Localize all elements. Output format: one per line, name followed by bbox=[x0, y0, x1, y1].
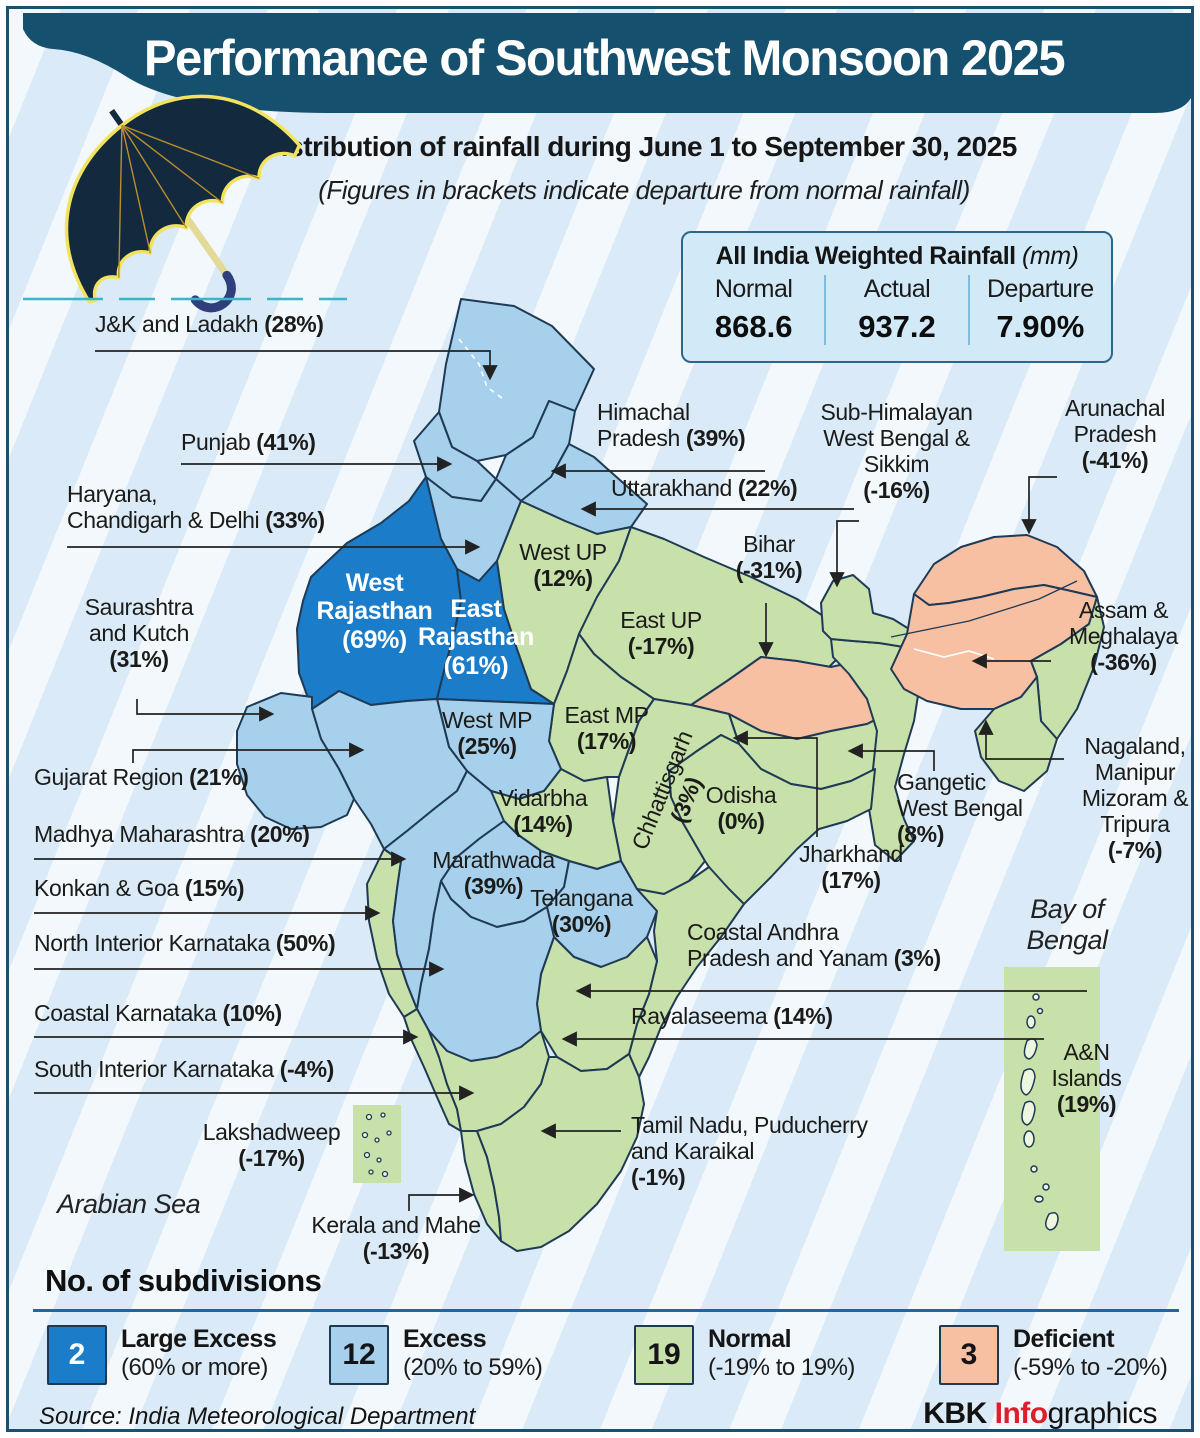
rainfall-columns: Normal 868.6 Actual 937.2 Departure 7.90… bbox=[683, 275, 1111, 345]
rainfall-box-unit: (mm) bbox=[1022, 242, 1079, 270]
legend-count: 2 bbox=[68, 1338, 86, 1371]
legend-label: Normal bbox=[708, 1325, 792, 1353]
region-tamilnadu bbox=[476, 1053, 645, 1252]
legend-label: Excess bbox=[403, 1325, 487, 1353]
source-note: Source: India Meteorological Department bbox=[39, 1403, 476, 1430]
region-jk bbox=[438, 298, 595, 462]
region-coastalap bbox=[628, 866, 745, 1078]
map-label-jk: J&K and Ladakh (28%) bbox=[95, 311, 324, 337]
legend-count: 19 bbox=[647, 1338, 681, 1371]
map-label-shwb: Sub-Himalayan West Bengal & Sikkim (-16%) bbox=[820, 399, 973, 503]
region-shwb bbox=[820, 574, 910, 648]
legend-range: (60% or more) bbox=[121, 1354, 268, 1381]
region-himachal bbox=[495, 400, 576, 502]
legend-count: 12 bbox=[342, 1338, 376, 1371]
legend-range: (20% to 59%) bbox=[403, 1354, 543, 1381]
region-jharkhand bbox=[728, 708, 898, 790]
credit-info: Info bbox=[994, 1397, 1048, 1430]
map-label-eastmp: East MP (17%) bbox=[564, 702, 649, 754]
map-label-tamilnadu: Tamil Nadu, Puducherry and Karaikal (-1%) bbox=[631, 1112, 868, 1190]
map-label-coastalap: Coastal Andhra Pradesh and Yanam (3%) bbox=[687, 919, 941, 971]
map-label-nmmt: Nagaland, Manipur Mizoram & Tripura (-7%) bbox=[1081, 733, 1189, 863]
subtitle-note: (Figures in brackets indicate departure … bbox=[318, 175, 970, 205]
map-label-punjab: Punjab (41%) bbox=[181, 429, 316, 455]
map-label-gujarat: Gujarat Region (21%) bbox=[34, 764, 249, 790]
map-label-saurashtra: Saurashtra and Kutch (31%) bbox=[84, 594, 194, 672]
map-label-lakshadweep: Lakshadweep (-17%) bbox=[202, 1119, 341, 1171]
legend-label: Large Excess bbox=[121, 1325, 277, 1353]
legend-item-normal: 19 Normal (-19% to 19%) bbox=[634, 1325, 855, 1385]
credit-kbk: KBK bbox=[923, 1397, 995, 1430]
col-label: Departure bbox=[986, 275, 1094, 303]
map-label-odisha: Odisha (0%) bbox=[705, 782, 777, 834]
map-label-kerala: Kerala and Mahe (-13%) bbox=[311, 1212, 481, 1264]
map-label-assam: Assam & Meghalaya (-36%) bbox=[1069, 597, 1178, 675]
map-label-telangana: Telangana (30%) bbox=[530, 885, 633, 937]
map-label-bihar: Bihar (-31%) bbox=[735, 531, 803, 583]
map-label-rayalaseema: Rayalaseema (14%) bbox=[631, 1003, 833, 1029]
map-label-anislands: A&N Islands (19%) bbox=[1051, 1039, 1122, 1117]
rainfall-box-title: All India Weighted Rainfall (mm) bbox=[683, 242, 1111, 271]
map-label-eastup: East UP (-17%) bbox=[620, 607, 702, 659]
map-label-jharkhand: Jharkhand (17%) bbox=[799, 841, 903, 893]
region-punjab bbox=[413, 411, 497, 502]
map-label-sik: South Interior Karnataka (-4%) bbox=[34, 1056, 334, 1082]
col-label: Actual bbox=[863, 275, 931, 303]
map-label-nik: North Interior Karnataka (50%) bbox=[34, 930, 336, 956]
region-saurashtra bbox=[236, 692, 355, 830]
map-label-eastraj: East Rajasthan (61%) bbox=[418, 595, 534, 680]
rainfall-col-actual: Actual 937.2 bbox=[824, 275, 967, 345]
map-label-arunachal: Arunachal Pradesh (-41%) bbox=[1065, 395, 1165, 473]
rainfall-col-departure: Departure 7.90% bbox=[967, 275, 1111, 345]
legend-range: (-19% to 19%) bbox=[708, 1354, 855, 1381]
map-label-vidarbha: Vidarbha (14%) bbox=[498, 785, 588, 837]
map-label-gangeticwb: Gangetic West Bengal (8%) bbox=[897, 769, 1023, 847]
map-label-konkan: Konkan & Goa (15%) bbox=[34, 875, 245, 901]
rainfall-col-normal: Normal 868.6 bbox=[683, 275, 824, 345]
col-value: 7.90% bbox=[996, 309, 1085, 344]
subtitle: Distribution of rainfall during June 1 t… bbox=[261, 131, 1017, 162]
legend-range: (-59% to -20%) bbox=[1013, 1354, 1168, 1381]
col-value: 868.6 bbox=[714, 309, 793, 344]
legend-swatch-excess: 12 bbox=[329, 1325, 389, 1385]
arabian-sea-label: Arabian Sea bbox=[57, 1189, 201, 1219]
legend-count: 3 bbox=[960, 1338, 978, 1371]
legend-item-large-excess: 2 Large Excess (60% or more) bbox=[47, 1325, 277, 1385]
map-label-uttarakhand: Uttarakhand (22%) bbox=[611, 475, 798, 501]
page-title: Performance of Southwest Monsoon 2025 bbox=[143, 30, 1066, 86]
legend-heading: No. of subdivisions bbox=[45, 1263, 322, 1298]
legend-item-deficient: 3 Deficient (-59% to -20%) bbox=[939, 1325, 1168, 1385]
map-label-coastalk: Coastal Karnataka (10%) bbox=[34, 1000, 282, 1026]
map-label-marathwada: Marathwada (39%) bbox=[432, 847, 555, 899]
lakshadweep-islands bbox=[361, 1112, 392, 1178]
map-label-westraj: West Rajasthan (69%) bbox=[316, 569, 433, 654]
rainfall-box-title-text: All India Weighted Rainfall bbox=[715, 242, 1016, 270]
legend-divider bbox=[33, 1309, 1179, 1312]
all-india-rainfall-box: All India Weighted Rainfall (mm) Normal … bbox=[681, 231, 1113, 363]
map-label-haryana: Haryana, Chandigarh & Delhi (33%) bbox=[67, 481, 325, 533]
content-frame: Performance of Southwest Monsoon 2025 Di… bbox=[6, 6, 1194, 1432]
map-label-westmp: West MP (25%) bbox=[441, 707, 533, 759]
legend-swatch-normal: 19 bbox=[634, 1325, 694, 1385]
lakshadweep-box bbox=[353, 1105, 401, 1183]
map-label-madhyamaha: Madhya Maharashtra (20%) bbox=[34, 821, 310, 847]
credit-graphics: graphics bbox=[1047, 1397, 1158, 1430]
legend-swatch-large-excess: 2 bbox=[47, 1325, 107, 1385]
col-label: Normal bbox=[714, 275, 793, 303]
bay-of-bengal-label: Bay of Bengal bbox=[1026, 894, 1108, 955]
col-value: 937.2 bbox=[858, 309, 936, 344]
legend-swatch-deficient: 3 bbox=[939, 1325, 999, 1385]
credit-logo: KBK Infographics bbox=[923, 1397, 1158, 1430]
umbrella-icon bbox=[23, 94, 347, 313]
legend-label: Deficient bbox=[1013, 1325, 1115, 1353]
map-label-westup: West UP (12%) bbox=[519, 539, 607, 591]
legend-item-excess: 12 Excess (20% to 59%) bbox=[329, 1325, 543, 1385]
map-label-himachal: Himachal Pradesh (39%) bbox=[597, 399, 746, 451]
region-arunachal bbox=[913, 534, 1098, 606]
